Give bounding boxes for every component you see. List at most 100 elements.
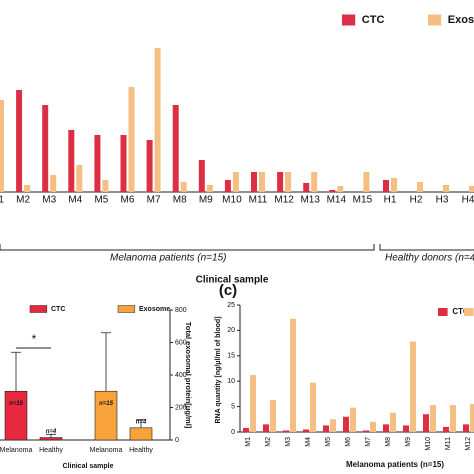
bar: [417, 182, 423, 192]
x-tick-label: Melanoma: [90, 447, 123, 454]
bar: [370, 421, 376, 432]
bar: [410, 341, 416, 432]
x-tick-label: M8: [385, 437, 392, 447]
x-tick-label: H2: [410, 195, 423, 206]
bar: [310, 382, 316, 432]
group-label: Melanoma patients (n=15): [110, 253, 226, 264]
x-tick-label: M6: [121, 195, 135, 206]
x-tick-label: Healthy: [39, 447, 63, 454]
bar: [250, 375, 256, 432]
bar: [129, 427, 153, 441]
y-tick-label: 800: [175, 307, 187, 314]
x-tick-label: M14: [327, 195, 347, 206]
x-tick-label: H4: [462, 195, 474, 206]
bar: [154, 48, 161, 192]
x-tick-label: M12: [465, 437, 472, 451]
legend-swatch: [464, 308, 474, 316]
bar: [42, 105, 49, 192]
group-bracket: [0, 244, 375, 251]
bar: [4, 390, 28, 441]
bar: [330, 419, 336, 432]
bar: [290, 318, 296, 432]
group-label: Healthy donors (n=4): [385, 253, 474, 264]
bar: [251, 172, 257, 192]
bar: [390, 412, 396, 432]
x-tick-label: M11: [445, 437, 452, 450]
legend-swatch: [438, 308, 448, 316]
x-tick-label: H1: [384, 195, 397, 206]
bar: [403, 425, 409, 432]
y-tick-label: 25: [227, 302, 235, 309]
x-tick-label: M4: [305, 437, 312, 447]
legend-label: Exosome: [139, 306, 170, 313]
x-tick-label: M15: [353, 195, 373, 206]
x-tick-label: M9: [199, 195, 213, 206]
bar: [423, 414, 429, 432]
panel-label: (c): [219, 282, 237, 299]
bar: [180, 182, 187, 192]
x-tick-label: M7: [147, 195, 161, 206]
bar: [470, 404, 474, 432]
error-bar: [11, 351, 21, 392]
legend-swatch: [29, 305, 48, 313]
bar: [68, 130, 75, 192]
x-tick-label: Melanoma: [0, 447, 32, 454]
bar: [350, 407, 356, 432]
x-tick-label: M11: [249, 195, 268, 206]
bar: [430, 405, 436, 432]
bar: [270, 399, 276, 432]
x-tick-label: M7: [365, 437, 372, 447]
bar: [224, 180, 231, 192]
bar: [469, 186, 474, 192]
bar: [120, 135, 127, 192]
bar: [329, 190, 336, 192]
y-tick-label: 200: [175, 404, 187, 411]
x-tick-label: M2: [265, 437, 272, 447]
legend-swatch: [117, 305, 136, 313]
legend-label: CTC: [51, 306, 65, 313]
y-tick-label: 15: [227, 353, 235, 360]
bar: [259, 172, 265, 192]
y-tick-label: 5: [231, 403, 235, 410]
bar: [243, 427, 249, 432]
bar: [102, 180, 109, 192]
bar: [0, 100, 4, 192]
y-axis-label: Total exosomal protein[μg/ml]: [184, 322, 193, 429]
x-tick-label: M1: [245, 437, 252, 447]
x-tick-label: H3: [436, 195, 449, 206]
x-axis-label: Clinical sample: [63, 463, 114, 470]
x-tick-label: M2: [16, 195, 30, 206]
bar: [337, 186, 344, 192]
legend-label: Exosome: [448, 14, 474, 26]
bar: [303, 183, 310, 192]
legend-label: CTC: [452, 307, 469, 316]
x-tick-label: M6: [345, 437, 352, 447]
bar: [277, 172, 284, 192]
x-tick-label: M1: [0, 195, 4, 206]
bar: [450, 405, 456, 432]
legend-swatch: [428, 14, 442, 26]
error-bar: [136, 419, 146, 428]
y-axis-label: RNA quantity [ng/μl/ml of blood]: [215, 316, 222, 423]
bar: [303, 429, 309, 432]
bar: [232, 172, 239, 192]
bar: [343, 416, 349, 432]
bar: [50, 175, 57, 192]
y-tick-label: 600: [175, 339, 187, 346]
bar: [16, 90, 23, 192]
x-tick-label: M3: [42, 195, 56, 206]
bar: [263, 424, 269, 432]
x-axis-label: Clinical sample: [196, 275, 269, 286]
bar: [94, 135, 101, 192]
bar: [172, 105, 179, 192]
y-tick-label: 20: [227, 327, 235, 334]
bar: [391, 178, 397, 192]
value-label: n=15: [99, 401, 114, 407]
bar: [311, 172, 318, 192]
bar: [363, 172, 370, 192]
bar: [383, 424, 389, 432]
y-tick-label: 400: [175, 372, 187, 379]
x-tick-label: M10: [425, 437, 432, 451]
bar: [285, 172, 292, 192]
